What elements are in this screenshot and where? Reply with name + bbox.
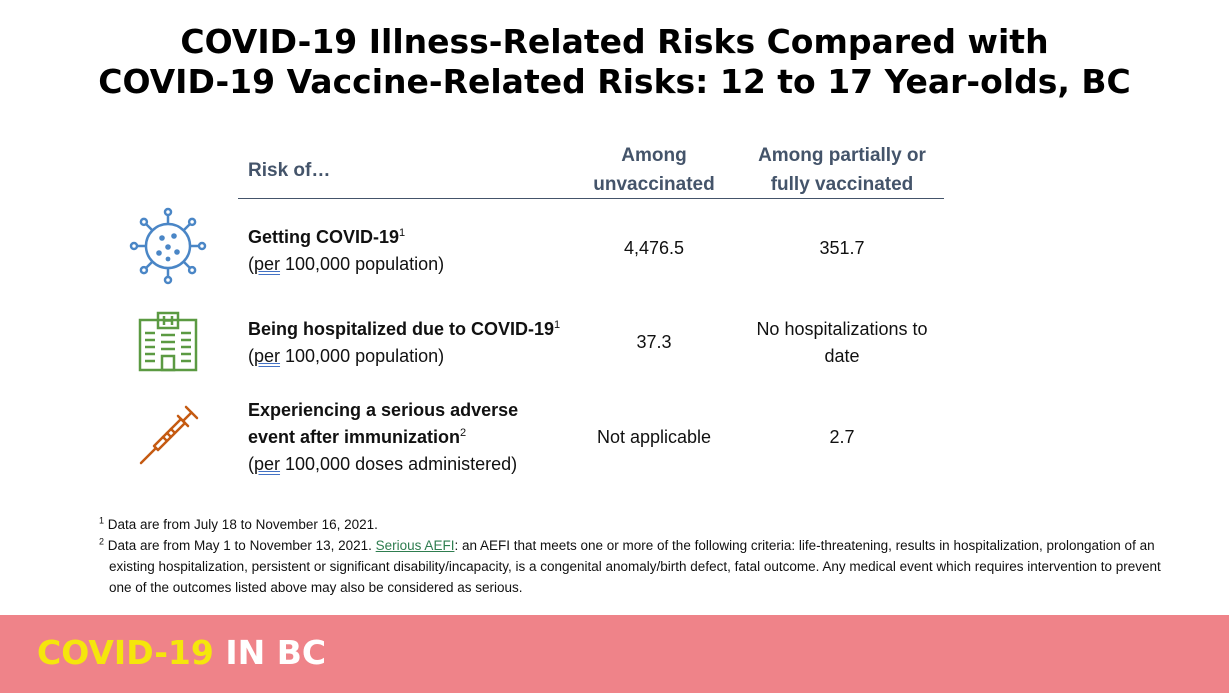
- row-3-per: per: [254, 454, 281, 474]
- header-vaccinated-line-1: Among partially or: [758, 145, 926, 166]
- row-label-adverse-event: Experiencing a serious adverse event aft…: [248, 397, 518, 478]
- serious-aefi-link[interactable]: Serious AEFI: [375, 538, 455, 553]
- row-2-per: per: [254, 346, 281, 366]
- header-unvaccinated-line-1: Among: [621, 145, 687, 166]
- row-3-unvaccinated-value: Not applicable: [596, 427, 712, 447]
- row-2-vaccinated-line-2: date: [824, 346, 860, 366]
- footnote-2-text-pre: Data are from May 1 to November 13, 2021…: [104, 538, 376, 553]
- syringe-icon: [139, 405, 199, 465]
- row-2-footnote-ref: 1: [554, 319, 561, 331]
- brand-covid: COVID-19: [37, 633, 214, 672]
- row-1-label: Getting COVID-19: [248, 227, 400, 247]
- row-2-vaccinated-value: No hospitalizations to date: [742, 316, 942, 370]
- row-2-unvaccinated-value: 37.3: [636, 332, 672, 352]
- footnotes: 1 Data are from July 18 to November 16, …: [99, 514, 1179, 598]
- virus-icon: [129, 207, 207, 285]
- footnote-2-text-post: : an AEFI that meets one or more of the …: [109, 538, 1161, 595]
- row-1-unvaccinated-value: 4,476.5: [623, 238, 685, 258]
- footnote-1-text: Data are from July 18 to November 16, 20…: [104, 517, 378, 532]
- row-3-footnote-ref: 2: [460, 427, 467, 439]
- row-3-label-line-2: event after immunization: [248, 427, 461, 447]
- row-3-unit: 100,000 doses administered): [280, 454, 518, 474]
- row-1-per: per: [254, 254, 281, 274]
- header-unvaccinated: Among unvaccinated: [584, 141, 724, 199]
- title-line-1: COVID-19 Illness-Related Risks Compared …: [180, 22, 1049, 61]
- header-vaccinated: Among partially or fully vaccinated: [742, 141, 942, 199]
- row-3-label-line-1: Experiencing a serious adverse: [248, 400, 519, 420]
- row-1-vaccinated-value: 351.7: [819, 238, 865, 258]
- header-unvaccinated-line-2: unvaccinated: [593, 174, 715, 195]
- brand-in-bc: IN BC: [225, 633, 327, 672]
- row-1-footnote-ref: 1: [399, 227, 406, 239]
- header-risk-of: Risk of…: [248, 160, 331, 181]
- row-1-unit: 100,000 population): [280, 254, 445, 274]
- header-divider: [238, 198, 944, 199]
- row-3-vaccinated-value: 2.7: [829, 427, 855, 447]
- footnote-1-mark: 1: [99, 515, 105, 526]
- row-label-hospitalized: Being hospitalized due to COVID-191 (per…: [248, 319, 561, 366]
- page-title: COVID-19 Illness-Related Risks Compared …: [0, 22, 1229, 102]
- footnote-2: 2 Data are from May 1 to November 13, 20…: [99, 535, 1179, 598]
- row-2-vaccinated-line-1: No hospitalizations to: [756, 319, 928, 339]
- header-vaccinated-line-2: fully vaccinated: [770, 174, 914, 195]
- footnote-1: 1 Data are from July 18 to November 16, …: [99, 514, 1179, 535]
- brand-logo: COVID-19 IN BC: [37, 631, 326, 675]
- footer-band: [0, 615, 1229, 693]
- title-line-2: COVID-19 Vaccine-Related Risks: 12 to 17…: [98, 62, 1131, 101]
- row-label-getting-covid: Getting COVID-191 (per 100,000 populatio…: [248, 227, 445, 274]
- footnote-2-mark: 2: [99, 536, 105, 547]
- row-2-label: Being hospitalized due to COVID-19: [248, 319, 555, 339]
- row-2-unit: 100,000 population): [280, 346, 445, 366]
- hospital-icon: [138, 311, 198, 372]
